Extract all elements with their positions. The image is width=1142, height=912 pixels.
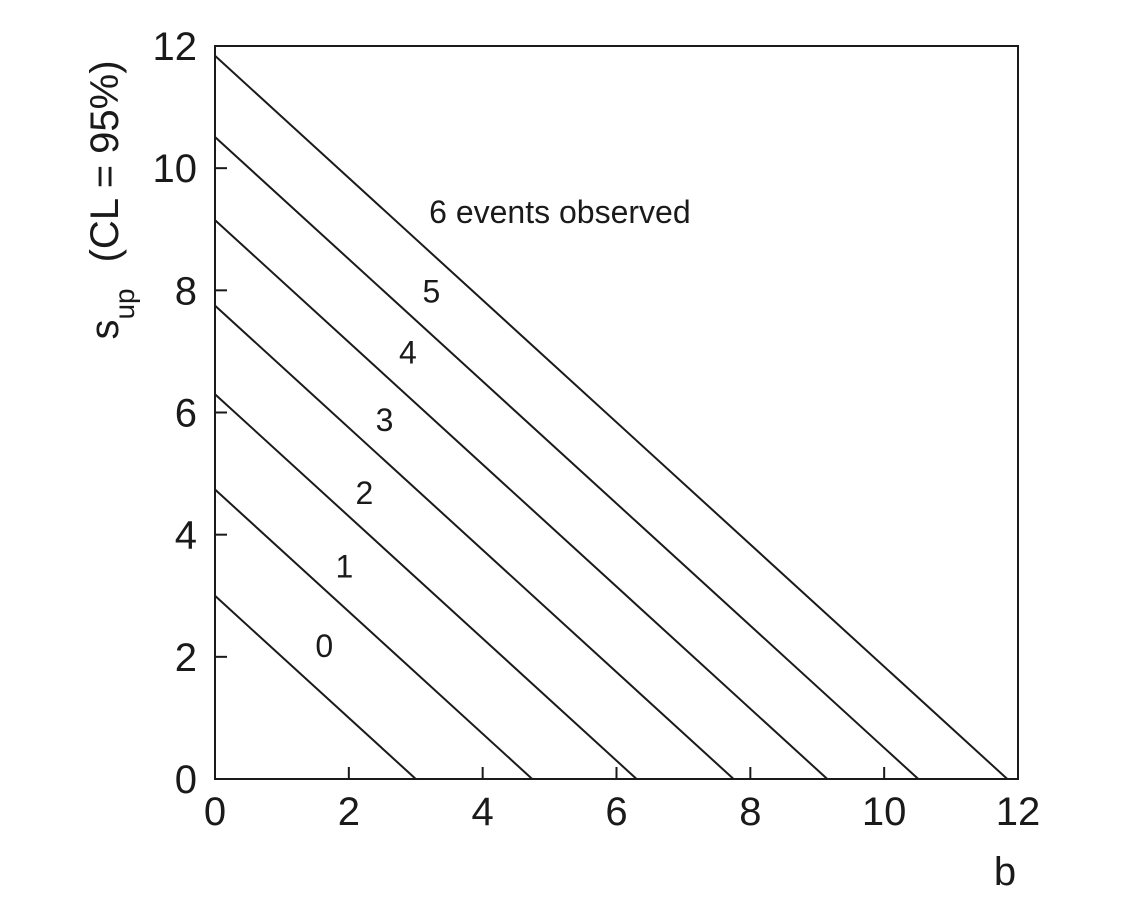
series-label: 4 <box>399 335 417 371</box>
y-tick-label: 4 <box>175 514 197 558</box>
series-label: 3 <box>376 402 394 438</box>
y-tick-label: 6 <box>175 392 197 436</box>
y-tick-label: 2 <box>175 636 197 680</box>
x-tick-label: 4 <box>472 790 494 834</box>
series-label: 2 <box>356 475 374 511</box>
x-axis-ticks: 0 2 4 6 8 10 12 <box>204 767 1040 834</box>
x-tick-label: 10 <box>862 790 907 834</box>
y-tick-label: 8 <box>175 269 197 313</box>
series-line-0 <box>214 595 417 780</box>
x-tick-label: 12 <box>996 790 1041 834</box>
x-tick-label: 6 <box>605 790 627 834</box>
series-labels: 0 1 2 345 6 events observed <box>315 194 690 664</box>
series-line-2 <box>214 393 638 780</box>
x-axis-title: b <box>994 850 1016 894</box>
y-axis-title-main: s <box>83 320 127 340</box>
series-label: 0 <box>315 628 333 664</box>
x-tick-label: 2 <box>338 790 360 834</box>
y-axis-ticks: 0 2 4 6 8 10 12 <box>153 25 227 802</box>
y-axis-title-suffix: (CL = 95%) <box>83 60 127 262</box>
series-line-3 <box>214 304 735 780</box>
series-label: 1 <box>335 548 353 584</box>
y-tick-label: 10 <box>153 147 198 191</box>
series-label: 6 events observed <box>429 194 690 230</box>
plot-frame <box>214 45 1019 780</box>
y-axis-title-subscript: up <box>109 288 140 319</box>
series-line-1 <box>214 488 533 780</box>
series-line-4 <box>214 219 828 780</box>
x-tick-label: 8 <box>739 790 761 834</box>
series-line-5 <box>214 136 919 780</box>
series-lines <box>214 55 1008 780</box>
y-tick-label: 12 <box>153 25 198 69</box>
series-line-6 <box>214 55 1008 780</box>
y-tick-label: 0 <box>175 758 197 802</box>
x-tick-label: 0 <box>204 790 226 834</box>
series-label: 5 <box>422 274 440 310</box>
y-axis-title: sup (CL = 95%) <box>83 60 140 339</box>
